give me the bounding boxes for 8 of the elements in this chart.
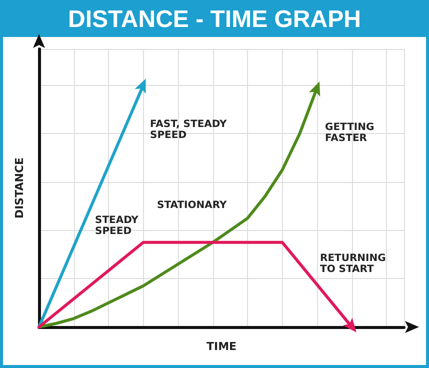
annotation: STATIONARY (157, 200, 228, 211)
annotation: GETTING FASTER (325, 122, 374, 144)
x-axis-title: TIME (206, 340, 237, 353)
annotation: STEADY SPEED (95, 215, 140, 237)
annotation: RETURNING TO START (320, 253, 386, 275)
annotation: FAST, STEADY SPEED (150, 119, 228, 141)
chart-title: DISTANCE - TIME GRAPH (3, 3, 426, 37)
y-axis-title: DISTANCE (13, 157, 26, 219)
